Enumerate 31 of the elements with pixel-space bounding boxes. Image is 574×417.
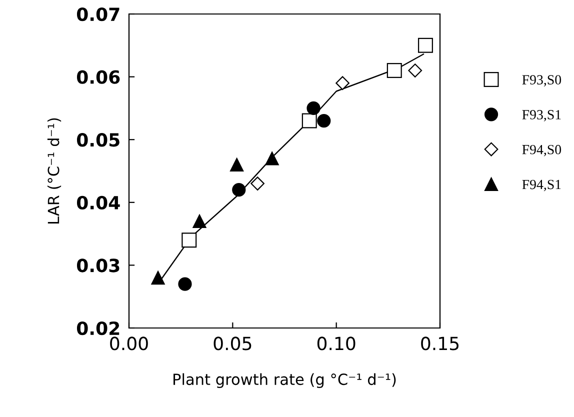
y-tick-label: 0.03 <box>76 258 120 272</box>
y-tick-label: 0.04 <box>76 196 120 210</box>
legend-label: F93,S0 <box>522 75 562 86</box>
x-tick-label: 0.10 <box>317 336 356 350</box>
x-tick-label: 0.05 <box>214 336 252 350</box>
point <box>306 101 320 116</box>
point <box>265 152 279 166</box>
point <box>250 176 264 190</box>
legend-label: F93,S1 <box>522 110 561 122</box>
point <box>408 64 422 78</box>
point <box>182 232 197 248</box>
legend-label: F94,S0 <box>522 144 562 156</box>
point <box>302 113 317 128</box>
point <box>386 63 402 78</box>
point <box>230 158 244 172</box>
point <box>151 270 165 285</box>
x-axis-title: Plant growth rate (g °C⁻¹ d⁻¹) <box>174 373 396 388</box>
y-tick-label: 0.07 <box>76 7 120 22</box>
point <box>418 38 433 53</box>
point <box>317 114 331 128</box>
legend-label: F94,S1 <box>522 180 561 192</box>
x-tick-label: 0.15 <box>421 336 459 350</box>
y-tick-label: 0.06 <box>76 70 120 84</box>
point <box>192 214 206 228</box>
point <box>232 183 246 197</box>
y-tick-label: 0.02 <box>76 321 120 336</box>
y-axis-title: LAR (°C⁻¹ d⁻¹) <box>47 118 62 224</box>
x-tick-label: 0.00 <box>110 336 148 350</box>
y-tick-label: 0.05 <box>76 133 120 147</box>
point <box>178 277 192 291</box>
point <box>336 76 350 90</box>
